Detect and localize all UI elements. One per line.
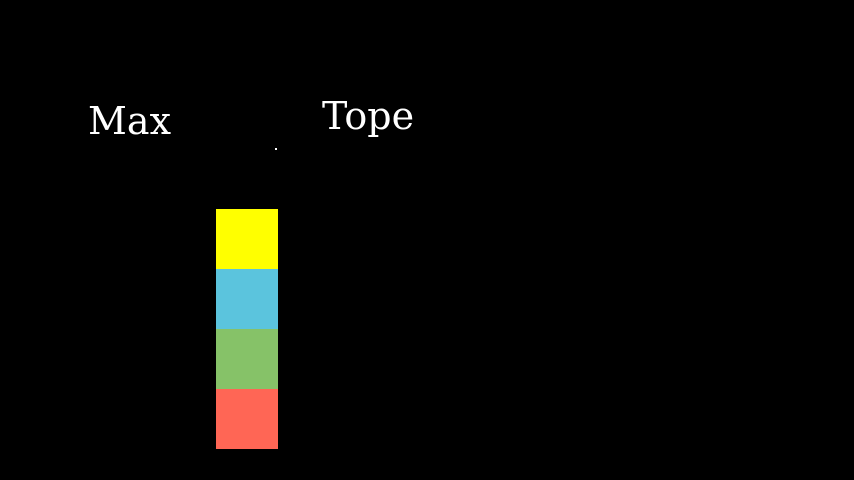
stack-block-green <box>216 329 278 389</box>
stack-block-red <box>216 389 278 449</box>
stack-block-yellow <box>216 209 278 269</box>
block-stack <box>216 209 278 449</box>
tope-label: Tope <box>322 94 415 138</box>
max-label: Max <box>88 99 171 143</box>
marker-dot <box>275 148 277 150</box>
stack-block-blue <box>216 269 278 329</box>
